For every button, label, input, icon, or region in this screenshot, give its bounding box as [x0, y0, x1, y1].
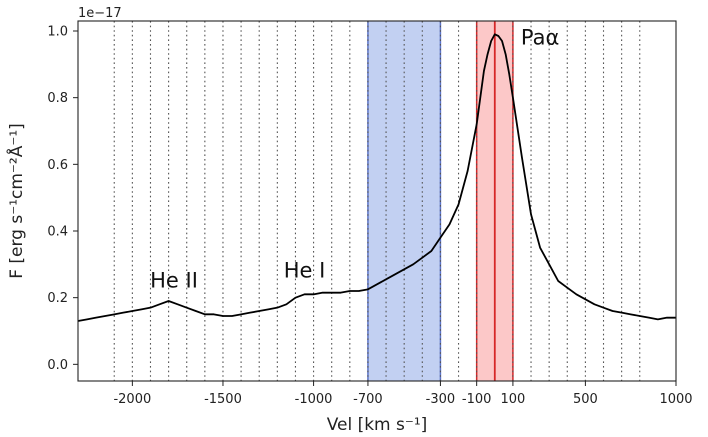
plot-border	[77, 20, 677, 382]
y-axis-label: F [erg s⁻¹cm⁻²Å⁻¹]	[5, 123, 27, 279]
annotation-label: Paα	[521, 25, 559, 49]
y-tick-label: 0.2	[47, 291, 68, 306]
y-tick-label: 1.0	[47, 25, 68, 40]
y-axis-ticks: 0.0 0.2 0.4 0.6 0.8 1.0	[47, 25, 78, 373]
y-tick-label: 0.0	[47, 358, 68, 373]
y-axis-offset-text: 1e−17	[78, 6, 122, 21]
x-tick-label: -1000	[295, 392, 333, 407]
x-axis-ticks: -2000 -1500 -1000 -700 -300 -100 100 500 1000	[113, 381, 693, 407]
annotations: He II He I Paα	[150, 25, 559, 292]
x-tick-label: -700	[353, 392, 383, 407]
x-tick-label: -100	[462, 392, 492, 407]
x-tick-label: -300	[426, 392, 456, 407]
y-tick-label: 0.6	[47, 158, 68, 173]
y-tick-label: 0.4	[47, 225, 68, 240]
x-tick-label: -1500	[204, 392, 242, 407]
plot-frame	[77, 20, 677, 382]
series-line-0	[77, 33, 676, 322]
x-tick-label: -2000	[113, 392, 151, 407]
vertical-grid	[113, 21, 641, 381]
x-tick-label: 100	[500, 392, 525, 407]
annotation-label: He I	[284, 259, 326, 283]
annotation-label: He II	[150, 269, 198, 293]
x-axis-label: Vel [km s⁻¹]	[327, 415, 428, 435]
x-tick-label: 1000	[659, 392, 692, 407]
y-tick-label: 0.8	[47, 91, 68, 106]
x-tick-label: 500	[573, 392, 598, 407]
series-group	[77, 33, 676, 322]
